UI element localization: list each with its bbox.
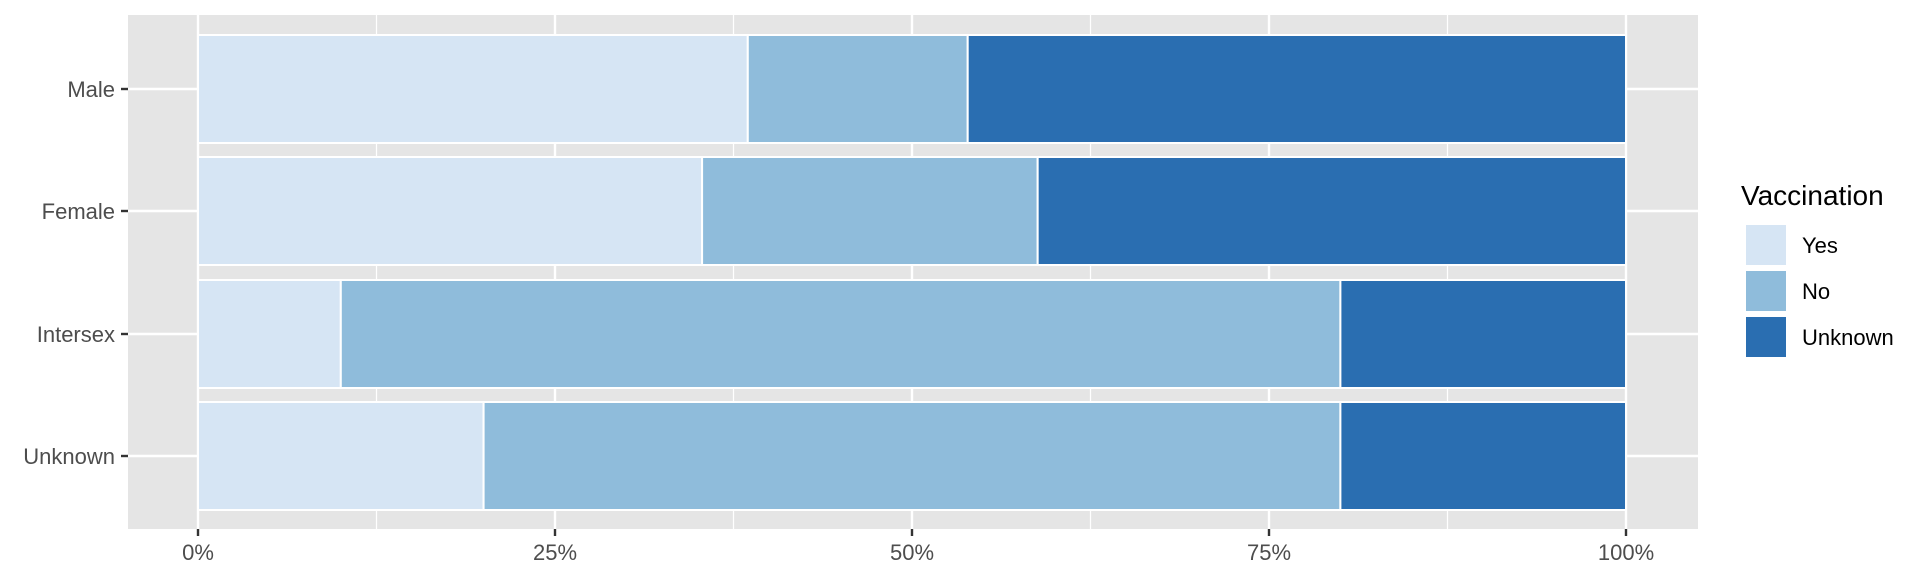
bar-segment-unknown-no <box>482 401 1342 511</box>
x-tick-label: 25% <box>533 540 577 565</box>
bar-segment-female-unknown <box>1036 156 1627 266</box>
legend: Vaccination Yes No Unknown <box>1741 180 1894 359</box>
y-tick-label: Unknown <box>23 444 115 469</box>
legend-key-unknown <box>1744 315 1788 359</box>
x-tick-label: 100% <box>1598 540 1654 565</box>
bar-segment-female-yes <box>197 156 704 266</box>
legend-label-unknown: Unknown <box>1802 325 1894 350</box>
legend-label-yes: Yes <box>1802 233 1838 258</box>
bar-segment-intersex-yes <box>197 279 342 389</box>
bar-segment-unknown-yes <box>197 401 485 511</box>
bar-segment-male-no <box>746 34 969 144</box>
y-axis: Male Female Intersex Unknown <box>23 77 128 469</box>
bars <box>197 34 1628 511</box>
legend-key-yes <box>1744 223 1788 267</box>
bar-segment-unknown-unknown <box>1339 401 1628 511</box>
x-tick-label: 0% <box>182 540 214 565</box>
legend-label-no: No <box>1802 279 1830 304</box>
bar-segment-male-yes <box>197 34 749 144</box>
bar-segment-intersex-no <box>339 279 1342 389</box>
x-tick-label: 50% <box>890 540 934 565</box>
y-tick-label: Female <box>42 199 115 224</box>
y-tick-label: Male <box>67 77 115 102</box>
bar-segment-male-unknown <box>966 34 1627 144</box>
x-tick-label: 75% <box>1247 540 1291 565</box>
bar-segment-intersex-unknown <box>1339 279 1628 389</box>
y-tick-label: Intersex <box>37 322 115 347</box>
legend-title: Vaccination <box>1741 180 1884 211</box>
x-axis: 0% 25% 50% 75% 100% <box>182 529 1654 565</box>
bar-segment-female-no <box>701 156 1039 266</box>
legend-key-no <box>1744 269 1788 313</box>
